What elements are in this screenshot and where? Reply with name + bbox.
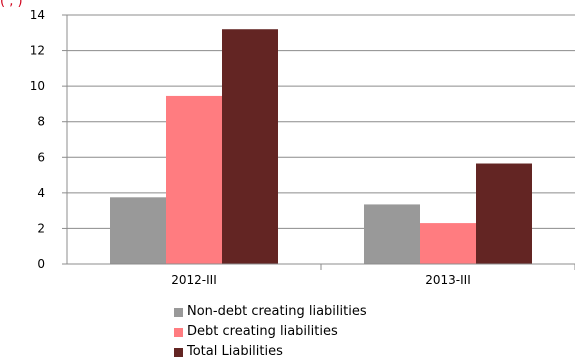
axes	[62, 14, 575, 270]
legend-label-non-debt: Non-debt creating liabilities	[187, 304, 367, 319]
y-tick-label-0: 0	[37, 257, 45, 271]
bar-2013-III-series-2	[476, 163, 532, 264]
bar-2013-III-series-1	[420, 223, 476, 264]
chart-title-fragment: ( , )	[0, 0, 23, 9]
legend-item-non-debt: Non-debt creating liabilities	[174, 302, 367, 322]
legend-label-total: Total Liabilities	[187, 344, 283, 359]
bar-2012-III-series-0	[110, 197, 166, 264]
y-tick-label-10: 10	[30, 79, 45, 93]
x-tick-labels: 2012-III 2013-III	[171, 273, 471, 287]
x-tick-label-2012-III: 2012-III	[171, 273, 217, 287]
y-tick-labels: 0 2 4 6 8 10 12 14	[30, 8, 45, 271]
bar-2013-III-series-0	[364, 204, 420, 264]
bars	[110, 29, 532, 264]
gridlines	[67, 14, 575, 229]
y-tick-label-8: 8	[37, 115, 45, 129]
bar-2012-III-series-2	[222, 29, 278, 264]
y-tick-label-14: 14	[30, 8, 45, 22]
legend-swatch-debt	[174, 327, 183, 337]
legend-item-debt: Debt creating liabilities	[174, 322, 367, 342]
bar-chart: ( , ) 0 2 4 6 8 10 12 14 2012-III 2013-III	[0, 0, 575, 287]
bar-2012-III-series-1	[166, 95, 222, 264]
y-tick-label-6: 6	[37, 150, 45, 164]
legend-label-debt: Debt creating liabilities	[187, 324, 338, 339]
y-tick-label-12: 12	[30, 44, 45, 58]
y-tick-label-4: 4	[37, 186, 45, 200]
x-tick-label-2013-III: 2013-III	[425, 273, 471, 287]
y-tick-label-2: 2	[37, 221, 45, 235]
legend: Non-debt creating liabilities Debt creat…	[174, 302, 367, 362]
legend-swatch-non-debt	[174, 307, 183, 317]
legend-item-total: Total Liabilities	[174, 342, 367, 362]
legend-swatch-total	[174, 347, 183, 357]
